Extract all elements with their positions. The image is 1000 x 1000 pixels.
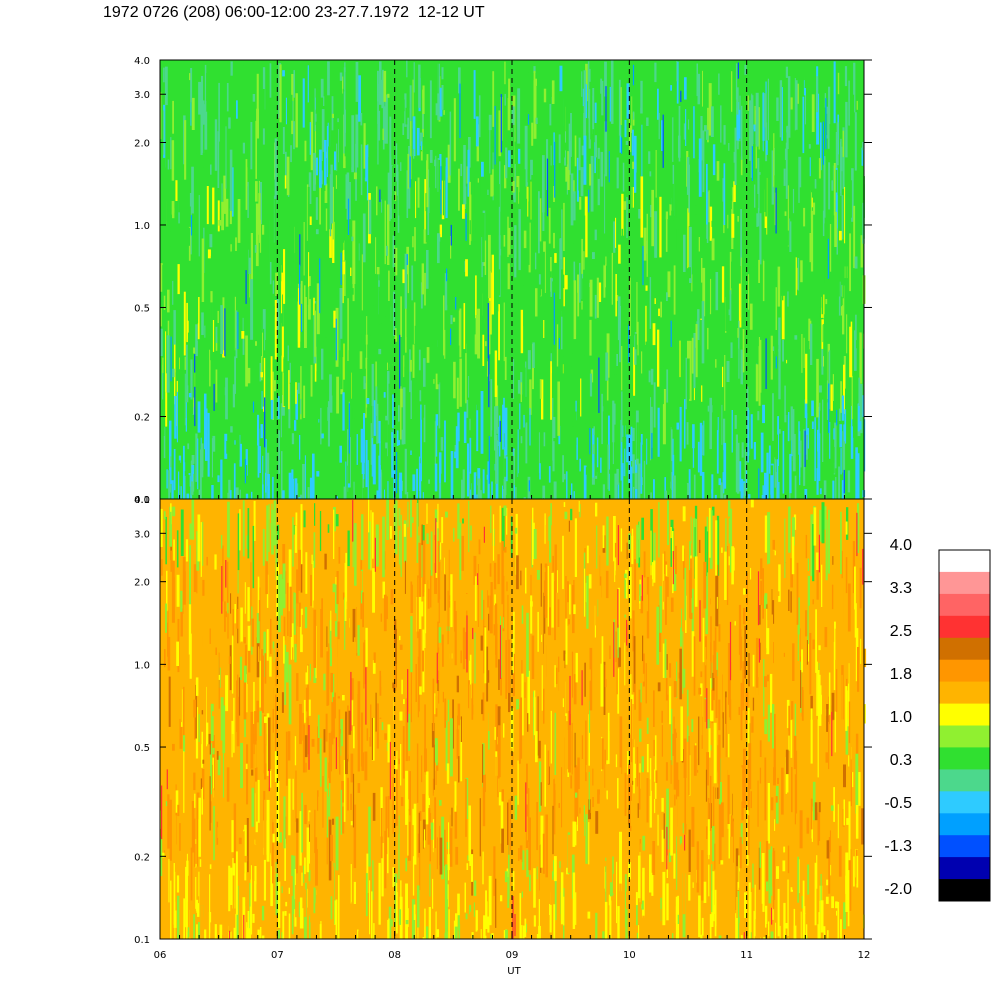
y-tick-label: 4.0 — [134, 495, 150, 506]
colorbar-label: 0.3 — [890, 752, 912, 769]
chart-title: 1972 0726 (208) 06:00-12:00 23-27.7.1972… — [103, 4, 485, 21]
colorbar-segment — [939, 659, 990, 683]
colorbar-label: -1.3 — [884, 838, 912, 855]
x-tick-label: 11 — [740, 950, 753, 961]
x-tick-label: 07 — [271, 950, 284, 961]
colorbar-segment — [939, 637, 990, 661]
y-tick-label: 1.0 — [134, 221, 150, 232]
colorbar-label: -2.0 — [884, 881, 912, 898]
y-tick-label: 0.1 — [134, 495, 150, 506]
lower-spectrogram-panel: 0.1 0.2 0.5 1.0 2.0 3.0 4.0 06 07 08 09 10 11 12 UT — [134, 495, 872, 977]
colorbar-label: 1.8 — [890, 666, 912, 683]
colorbar-label: 3.3 — [890, 580, 912, 597]
y-tick-label: 4.0 — [134, 56, 150, 67]
colorbar-segment — [939, 791, 990, 814]
colorbar-label: 1.0 — [890, 709, 912, 726]
colorbar-segment — [939, 769, 990, 792]
colorbar-segment — [939, 725, 990, 748]
colorbar-segment — [939, 703, 990, 726]
colorbar-segment — [939, 681, 990, 704]
colorbar-segment — [939, 571, 990, 595]
colorbar-segment — [939, 857, 990, 880]
y-tick-label: 3.0 — [134, 90, 150, 101]
y-tick-label: 2.0 — [134, 578, 150, 589]
colorbar-label: -0.5 — [884, 795, 912, 812]
y-tick-label: 0.5 — [134, 743, 150, 754]
colorbar-label: 2.5 — [890, 623, 912, 640]
colorbar: 4.0 3.3 2.5 1.8 1.0 0.3 -0.5 -1.3 -2.0 — [884, 537, 991, 902]
upper-spectrogram-panel: 0.1 0.2 0.5 1.0 2.0 3.0 4.0 — [134, 56, 872, 506]
colorbar-segment — [939, 835, 990, 858]
y-tick-label: 3.0 — [134, 529, 150, 540]
y-tick-label: 2.0 — [134, 138, 150, 149]
y-tick-label: 0.5 — [134, 303, 150, 314]
colorbar-segment — [939, 550, 990, 573]
y-tick-label: 1.0 — [134, 660, 150, 671]
spectrogram-texture — [160, 499, 867, 939]
x-tick-label: 12 — [858, 950, 871, 961]
x-tick-label: 08 — [388, 950, 401, 961]
x-tick-label: 06 — [154, 950, 167, 961]
colorbar-label: 4.0 — [890, 537, 912, 554]
x-tick-label: 10 — [623, 950, 636, 961]
colorbar-segment — [939, 747, 990, 770]
colorbar-segment — [939, 813, 990, 836]
x-axis-label: UT — [507, 966, 521, 977]
x-tick-label: 09 — [506, 950, 519, 961]
colorbar-segment — [939, 879, 990, 902]
y-tick-label: 0.2 — [134, 852, 150, 863]
y-tick-label: 0.1 — [134, 935, 150, 946]
colorbar-segment — [939, 593, 990, 617]
colorbar-frame — [938, 549, 991, 902]
y-tick-label: 0.2 — [134, 413, 150, 424]
colorbar-segment — [939, 615, 990, 639]
spectrogram-texture — [160, 60, 866, 499]
